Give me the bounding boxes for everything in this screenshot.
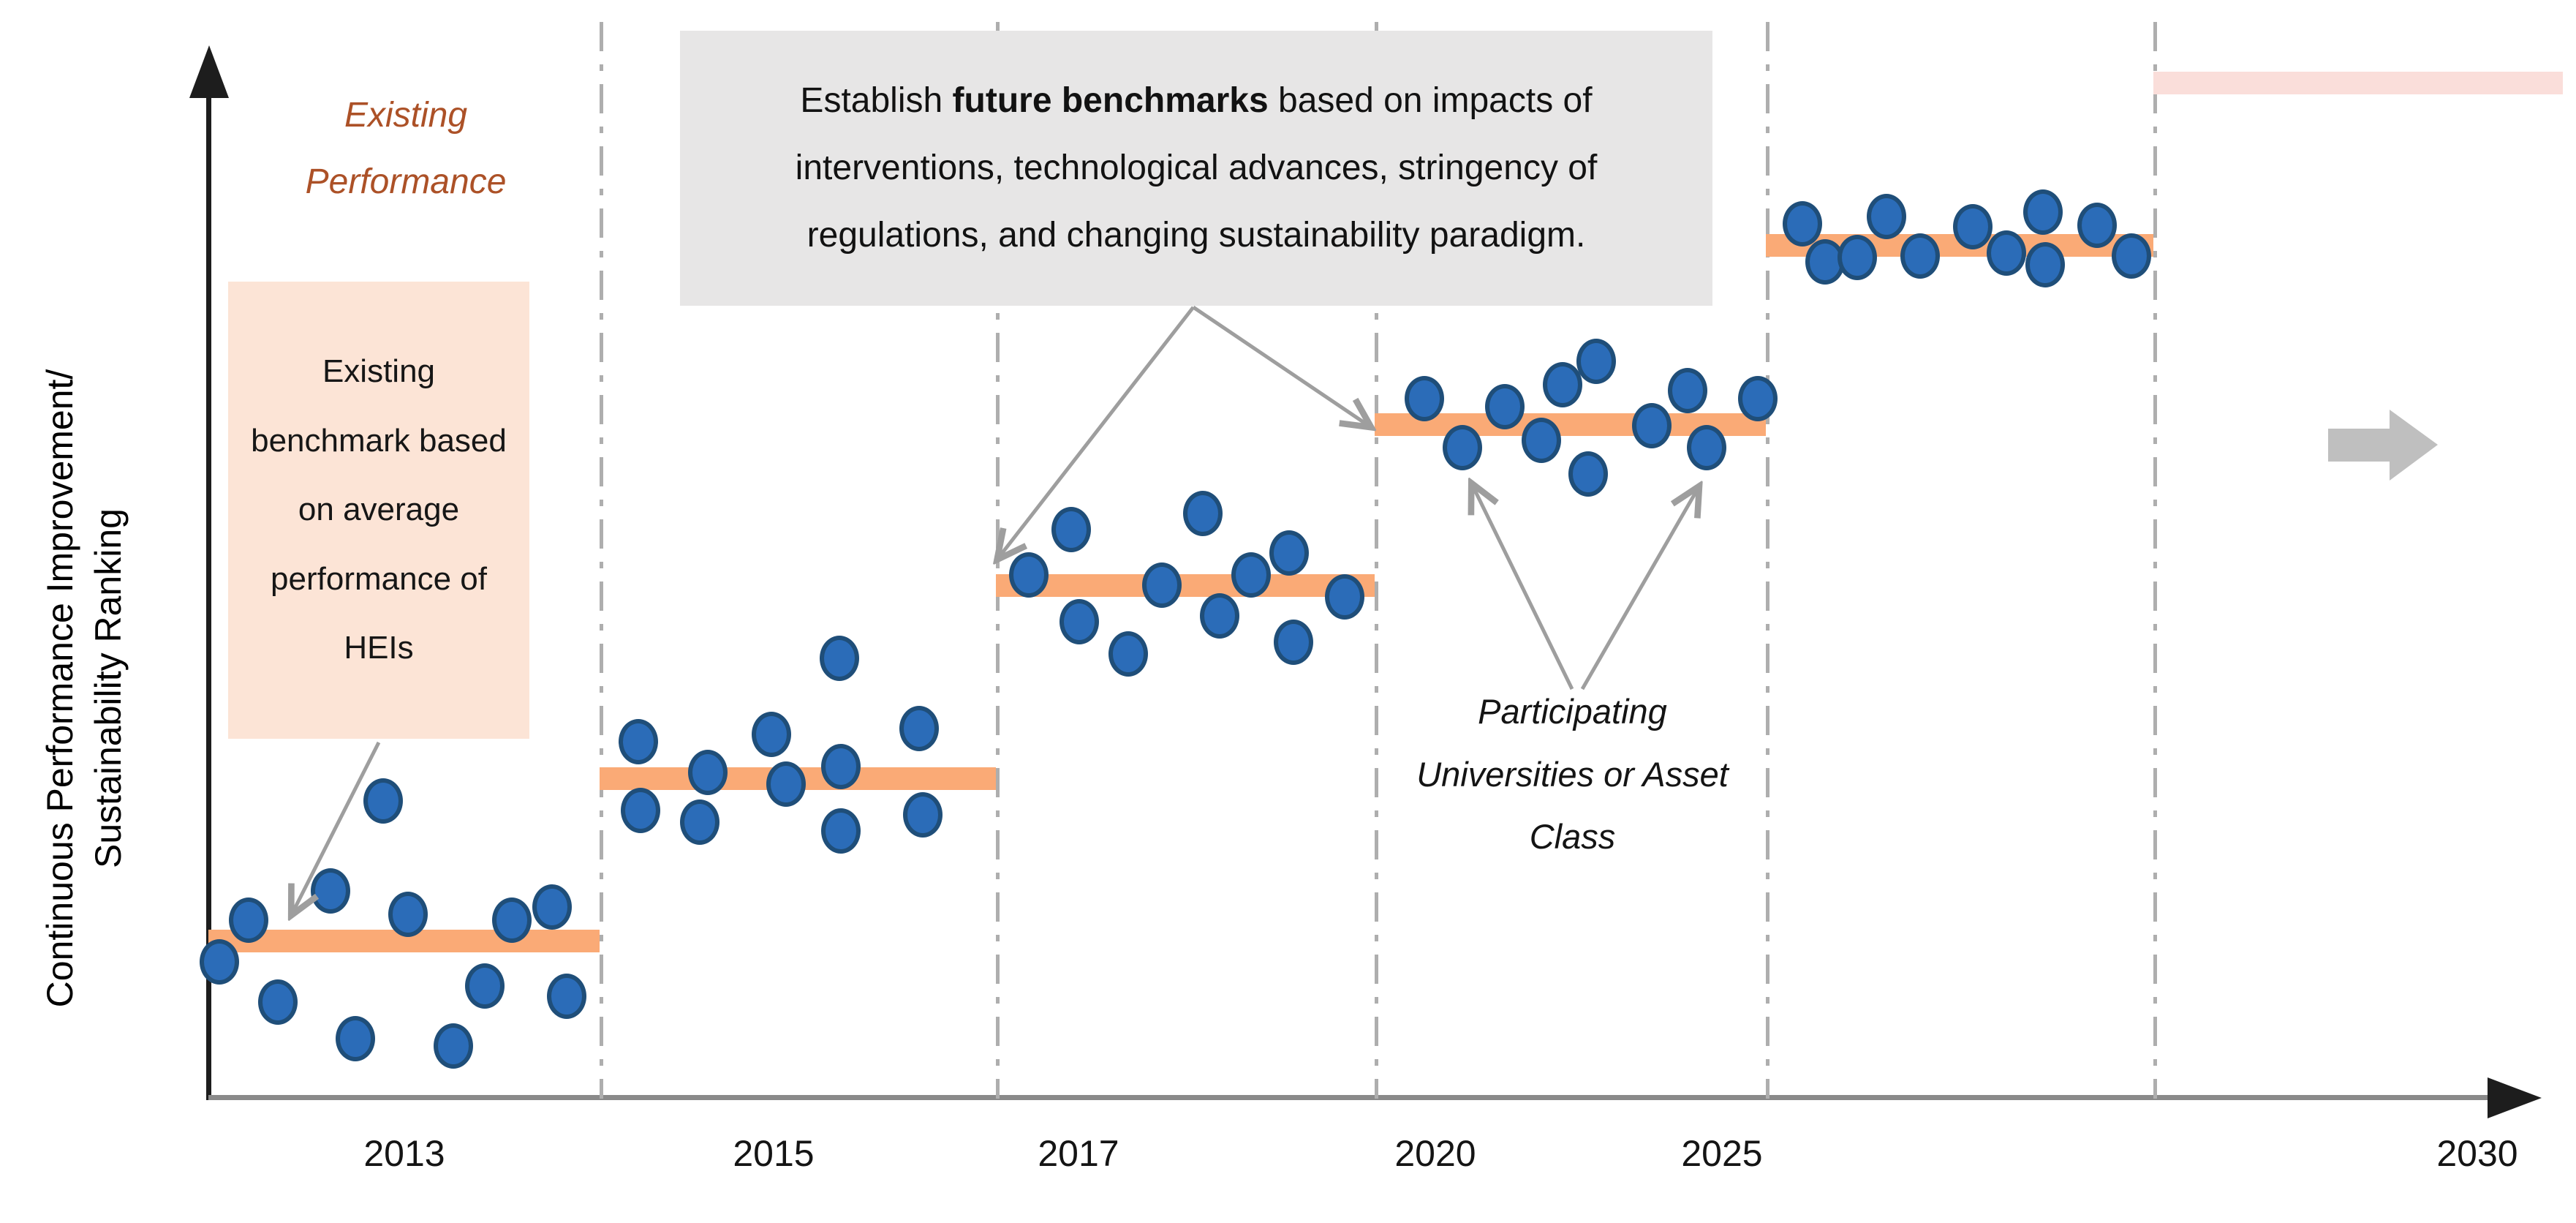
data-point <box>1009 552 1049 598</box>
existing-benchmark-annotation-box: Existing benchmark based on average perf… <box>228 282 529 739</box>
data-point <box>1108 631 1148 677</box>
data-point <box>619 719 658 764</box>
period-separator-line <box>1766 22 1769 1099</box>
existing-benchmark-annotation-text: Existing benchmark based on average perf… <box>251 353 507 666</box>
x-tick-label-2017: 2017 <box>1038 1133 1119 1174</box>
arrow-participating-to-right-dot <box>1580 489 1698 690</box>
data-point <box>2112 233 2151 279</box>
arrow-participating-to-left-dot <box>1473 486 1574 690</box>
data-point <box>688 750 728 795</box>
period-separator-line <box>600 22 603 1099</box>
future-benchmark-annotation-text: Establish future benchmarks based on imp… <box>795 80 1598 255</box>
data-point <box>532 884 572 930</box>
data-point <box>903 792 943 838</box>
data-point <box>229 898 268 943</box>
data-point <box>311 868 350 914</box>
data-point <box>1576 339 1616 384</box>
y-axis-label: Continuous Performance Improvement/ Sust… <box>36 242 132 1134</box>
data-point <box>1269 530 1309 576</box>
y-axis-label-line1: Continuous Performance Improvement/ <box>39 369 80 1008</box>
period-separator-line <box>1375 22 1378 1099</box>
data-point <box>1231 552 1271 598</box>
data-point <box>752 712 791 757</box>
x-tick-label-2015: 2015 <box>733 1133 815 1174</box>
data-point <box>2077 203 2117 248</box>
data-point <box>2023 189 2063 235</box>
data-point <box>200 939 239 985</box>
data-point <box>258 979 298 1025</box>
y-axis-arrowhead-icon <box>189 45 229 98</box>
data-point <box>2025 242 2065 287</box>
data-point <box>434 1023 473 1069</box>
data-point <box>363 778 403 824</box>
data-point <box>1867 194 1906 239</box>
data-point <box>1200 593 1239 639</box>
data-point <box>821 808 861 854</box>
y-axis-line <box>206 70 211 1100</box>
data-point <box>1953 204 1993 249</box>
data-point <box>1783 201 1822 247</box>
participating-universities-label: Participating Universities or Asset Clas… <box>1416 692 1729 857</box>
x-tick-label-2030: 2030 <box>2436 1133 2518 1174</box>
data-point <box>899 706 939 751</box>
data-point <box>766 761 806 807</box>
x-axis-arrowhead-icon <box>2488 1077 2542 1118</box>
data-point <box>1274 620 1313 665</box>
data-point <box>621 788 660 833</box>
data-point <box>1060 599 1099 644</box>
data-point <box>1405 376 1444 421</box>
data-point <box>1543 362 1582 407</box>
data-point <box>821 744 861 789</box>
data-point <box>1632 403 1672 448</box>
arrow-graybox-to-2020-bar <box>1192 305 1369 426</box>
data-point <box>1325 574 1364 620</box>
data-point <box>1485 384 1525 429</box>
data-point <box>1738 376 1778 421</box>
arrow-graybox-to-2017-bar <box>999 306 1195 557</box>
benchmark-bar-2017 <box>996 574 1375 597</box>
data-point <box>1522 418 1561 463</box>
data-point <box>1183 491 1223 536</box>
data-point <box>1568 451 1608 497</box>
data-point <box>547 974 586 1019</box>
data-point <box>1687 425 1726 470</box>
x-tick-label-2020: 2020 <box>1394 1133 1476 1174</box>
data-point <box>1051 507 1091 552</box>
forward-block-arrow-icon <box>2328 410 2438 481</box>
data-point <box>1987 230 2026 276</box>
data-point <box>1443 425 1482 470</box>
data-point <box>336 1016 375 1061</box>
data-point <box>1668 368 1707 413</box>
existing-performance-label: Existing Performance <box>305 96 507 202</box>
data-point <box>492 898 532 943</box>
y-axis-label-line2: Sustainability Ranking <box>88 508 129 868</box>
data-point <box>820 636 859 681</box>
data-point <box>1142 562 1182 608</box>
x-axis-line <box>208 1095 2501 1100</box>
data-point <box>1900 233 1940 279</box>
future-benchmark-band <box>2153 72 2563 94</box>
data-point <box>388 892 428 937</box>
x-tick-label-2013: 2013 <box>363 1133 445 1174</box>
period-separator-line <box>2153 22 2157 1099</box>
data-point <box>1837 235 1877 280</box>
x-tick-label-2025: 2025 <box>1681 1133 1763 1174</box>
data-point <box>465 963 505 1009</box>
future-benchmark-annotation-box: Establish future benchmarks based on imp… <box>680 31 1712 306</box>
data-point <box>680 799 719 845</box>
